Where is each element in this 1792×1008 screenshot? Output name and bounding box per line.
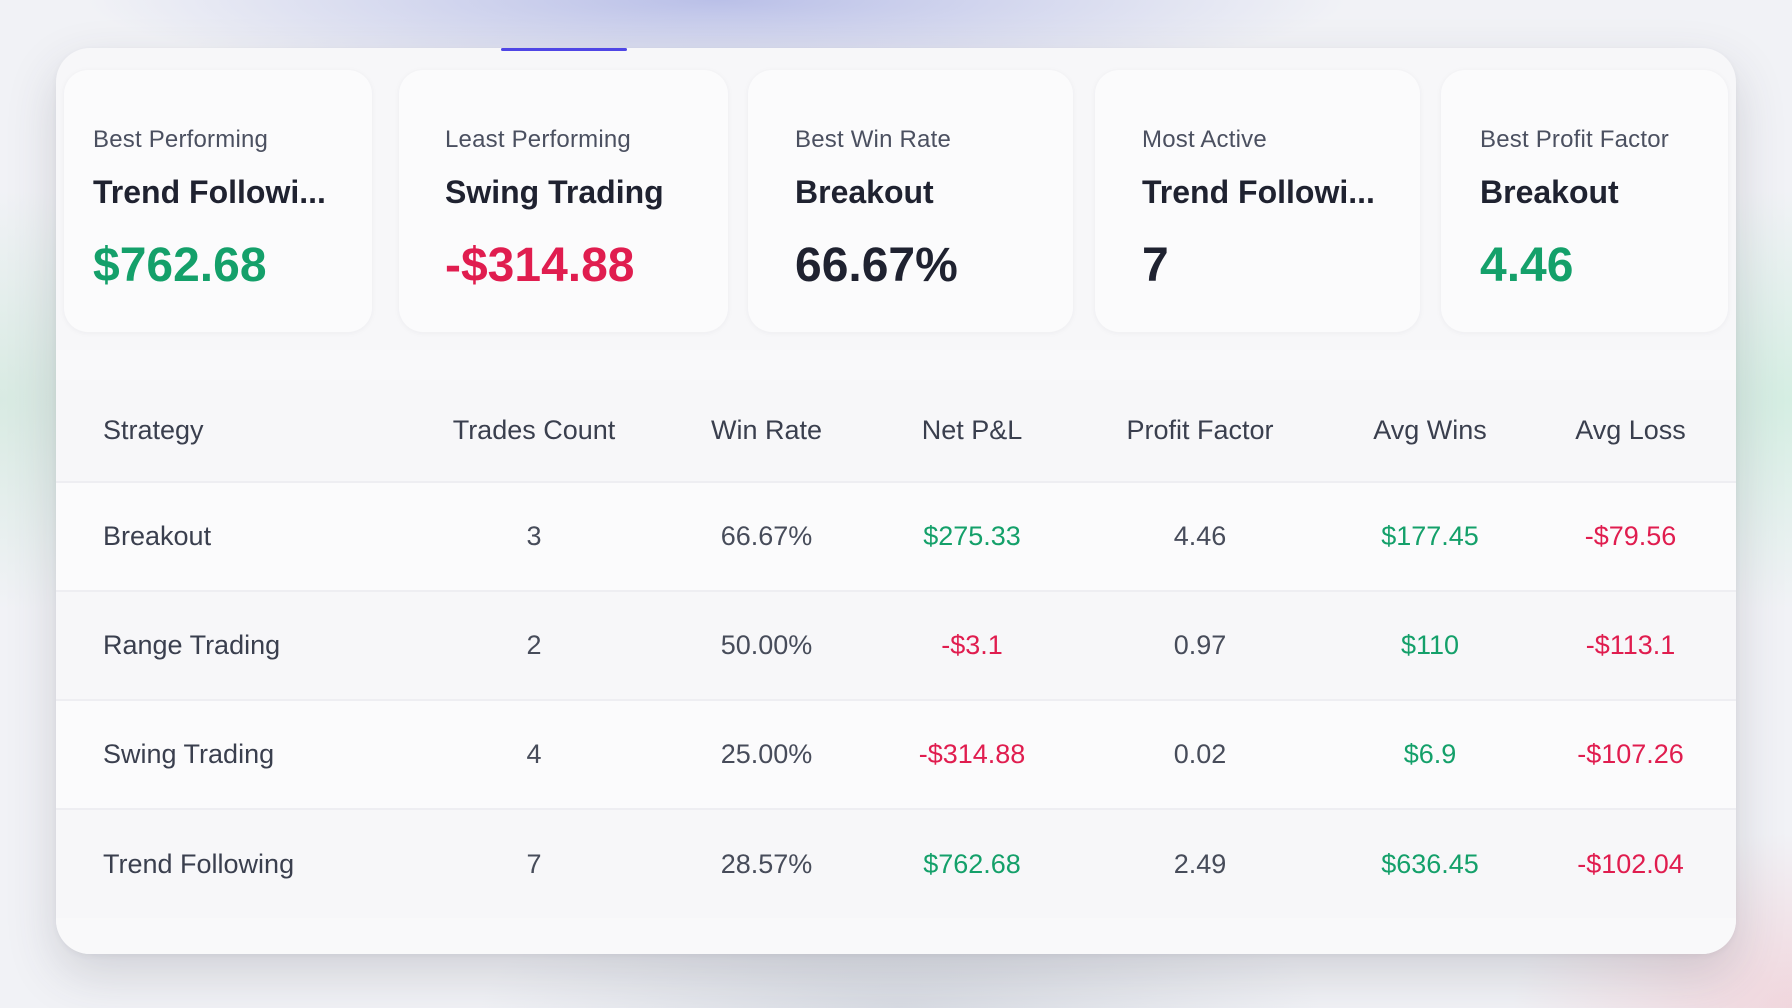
cell-avg-loss: -$113.1 — [1525, 590, 1736, 700]
card-least-performing: Least Performing Swing Trading -$314.88 — [399, 70, 728, 332]
cell-strategy: Breakout — [56, 481, 414, 591]
strategy-performance-panel: Best Performing Trend Followi... $762.68… — [56, 48, 1736, 954]
cell-profit-factor: 4.46 — [1065, 481, 1335, 591]
cell-trades-count: 7 — [414, 808, 654, 918]
cell-strategy: Range Trading — [56, 590, 414, 700]
card-label: Best Win Rate — [795, 126, 951, 153]
cell-avg-loss: -$79.56 — [1525, 481, 1736, 591]
cell-avg-wins: $110 — [1335, 590, 1525, 700]
cell-net-pnl: -$3.1 — [879, 590, 1065, 700]
cell-net-pnl: -$314.88 — [879, 699, 1065, 809]
cell-win-rate: 25.00% — [654, 699, 879, 809]
card-strategy-name: Trend Followi... — [93, 174, 326, 210]
card-label: Least Performing — [445, 126, 631, 153]
header-net-pnl[interactable]: Net P&L — [879, 380, 1065, 482]
cell-avg-loss: -$107.26 — [1525, 699, 1736, 809]
cell-win-rate: 66.67% — [654, 481, 879, 591]
strategy-table: Strategy Trades Count Win Rate Net P&L P… — [56, 380, 1736, 918]
cell-profit-factor: 0.97 — [1065, 590, 1335, 700]
card-value: 66.67% — [795, 239, 958, 292]
summary-cards: Best Performing Trend Followi... $762.68… — [64, 70, 1728, 332]
card-strategy-name: Trend Followi... — [1142, 174, 1375, 210]
cell-win-rate: 50.00% — [654, 590, 879, 700]
cell-net-pnl: $275.33 — [879, 481, 1065, 591]
table-row[interactable]: Range Trading 2 50.00% -$3.1 0.97 $110 -… — [56, 590, 1736, 700]
cell-trades-count: 4 — [414, 699, 654, 809]
cell-avg-wins: $6.9 — [1335, 699, 1525, 809]
header-strategy[interactable]: Strategy — [56, 380, 414, 482]
active-tab-indicator — [501, 48, 627, 51]
cell-strategy: Trend Following — [56, 808, 414, 918]
cell-avg-wins: $177.45 — [1335, 481, 1525, 591]
header-win-rate[interactable]: Win Rate — [654, 380, 879, 482]
card-best-performing: Best Performing Trend Followi... $762.68 — [64, 70, 372, 332]
card-label: Best Performing — [93, 126, 269, 153]
cell-trades-count: 2 — [414, 590, 654, 700]
card-strategy-name: Swing Trading — [445, 174, 664, 210]
card-label: Best Profit Factor — [1480, 126, 1669, 153]
card-most-active: Most Active Trend Followi... 7 — [1095, 70, 1420, 332]
cell-trades-count: 3 — [414, 481, 654, 591]
cell-avg-loss: -$102.04 — [1525, 808, 1736, 918]
card-strategy-name: Breakout — [795, 174, 934, 210]
header-avg-wins[interactable]: Avg Wins — [1335, 380, 1525, 482]
card-value: 4.46 — [1480, 239, 1574, 292]
card-best-profit-factor: Best Profit Factor Breakout 4.46 — [1441, 70, 1728, 332]
table-row[interactable]: Breakout 3 66.67% $275.33 4.46 $177.45 -… — [56, 481, 1736, 591]
cell-profit-factor: 0.02 — [1065, 699, 1335, 809]
cell-profit-factor: 2.49 — [1065, 808, 1335, 918]
cell-avg-wins: $636.45 — [1335, 808, 1525, 918]
cell-strategy: Swing Trading — [56, 699, 414, 809]
card-value: 7 — [1142, 239, 1169, 292]
card-value: -$314.88 — [445, 239, 635, 292]
cell-win-rate: 28.57% — [654, 808, 879, 918]
header-trades-count[interactable]: Trades Count — [414, 380, 654, 482]
table-row[interactable]: Trend Following 7 28.57% $762.68 2.49 $6… — [56, 808, 1736, 918]
table-header-row: Strategy Trades Count Win Rate Net P&L P… — [56, 380, 1736, 482]
cell-net-pnl: $762.68 — [879, 808, 1065, 918]
header-avg-loss[interactable]: Avg Loss — [1525, 380, 1736, 482]
strategy-table-container: Strategy Trades Count Win Rate Net P&L P… — [56, 350, 1736, 954]
card-label: Most Active — [1142, 126, 1267, 153]
header-profit-factor[interactable]: Profit Factor — [1065, 380, 1335, 482]
card-strategy-name: Breakout — [1480, 174, 1619, 210]
card-value: $762.68 — [93, 239, 267, 292]
table-row[interactable]: Swing Trading 4 25.00% -$314.88 0.02 $6.… — [56, 699, 1736, 809]
card-best-win-rate: Best Win Rate Breakout 66.67% — [748, 70, 1073, 332]
